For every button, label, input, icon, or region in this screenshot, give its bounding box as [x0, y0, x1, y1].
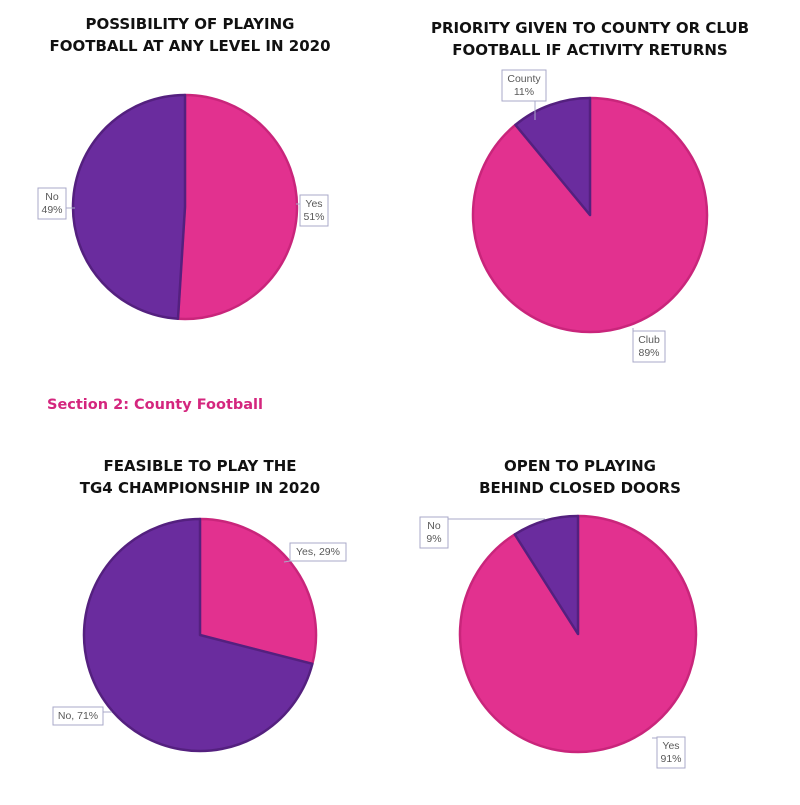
data-label-value: 51%: [303, 211, 324, 223]
chart-title-line-1: POSSIBILITY OF PLAYING: [85, 15, 295, 33]
chart-title: FEASIBLE TO PLAY THE TG4 CHAMPIONSHIP IN…: [0, 455, 400, 499]
data-label-box: [419, 516, 449, 549]
chart-title-line-2: FOOTBALL IF ACTIVITY RETURNS: [452, 41, 728, 59]
data-label-value: 9%: [426, 533, 441, 545]
pie-4-data-label-no: No9%: [419, 516, 545, 549]
data-label-category: County: [507, 73, 541, 85]
data-label-value: Yes, 29%: [296, 546, 340, 558]
data-label-box: [52, 706, 104, 726]
data-label-box: [37, 187, 67, 220]
data-label-category: No: [45, 191, 59, 203]
data-label-category: Club: [638, 334, 660, 346]
section-heading: Section 2: County Football: [47, 397, 263, 413]
data-label-box: [632, 330, 666, 363]
pie-3-slice-no: [82, 517, 314, 753]
pie-1-slice-no: [71, 93, 187, 321]
pie-4-slice-no: [513, 514, 580, 636]
chart-title-line-1: PRIORITY GIVEN TO COUNTY OR CLUB: [430, 19, 750, 37]
data-label-category: No: [427, 520, 441, 532]
data-label-category: Yes: [305, 198, 322, 210]
data-label-value: 11%: [514, 86, 534, 98]
data-label-box: [289, 542, 347, 562]
chart-title-line-2: TG4 CHAMPIONSHIP IN 2020: [79, 479, 321, 497]
data-label-box: [656, 736, 686, 769]
data-label-value: 91%: [660, 753, 681, 765]
pie-2-slice-county: [514, 96, 592, 217]
data-label-value: 49%: [41, 204, 62, 216]
chart-title-line-1: OPEN TO PLAYING: [503, 457, 656, 475]
pie-chart-3: FEASIBLE TO PLAY THE TG4 CHAMPIONSHIP IN…: [0, 440, 400, 805]
pie-3-slice-yes: [198, 517, 318, 666]
data-label-box: [501, 69, 547, 102]
pie-chart-2: PRIORITY GIVEN TO COUNTY OR CLUB FOOTBAL…: [380, 0, 800, 380]
data-label-leader-line: [283, 560, 291, 563]
data-label-category: Yes: [662, 740, 679, 752]
chart-title-line-2: FOOTBALL AT ANY LEVEL IN 2020: [49, 37, 331, 55]
data-label-value: 89%: [638, 347, 659, 359]
chart-title-line-1: FEASIBLE TO PLAY THE: [103, 457, 297, 475]
data-label-value: No, 71%: [58, 710, 98, 722]
pie-1-slice-yes: [176, 93, 299, 321]
pie-3-data-label-yes: Yes, 29%: [283, 542, 347, 563]
pie-chart-4: OPEN TO PLAYING BEHIND CLOSED DOORS: [380, 440, 780, 805]
chart-title: PRIORITY GIVEN TO COUNTY OR CLUB FOOTBAL…: [380, 17, 800, 61]
data-label-box: [299, 194, 329, 227]
pie-3-data-label-no: No, 71%: [52, 706, 112, 726]
chart-title: OPEN TO PLAYING BEHIND CLOSED DOORS: [380, 455, 780, 499]
chart-title-line-2: BEHIND CLOSED DOORS: [479, 479, 681, 497]
chart-title: POSSIBILITY OF PLAYING FOOTBALL AT ANY L…: [0, 13, 380, 57]
pie-chart-1: POSSIBILITY OF PLAYING FOOTBALL AT ANY L…: [0, 0, 380, 380]
